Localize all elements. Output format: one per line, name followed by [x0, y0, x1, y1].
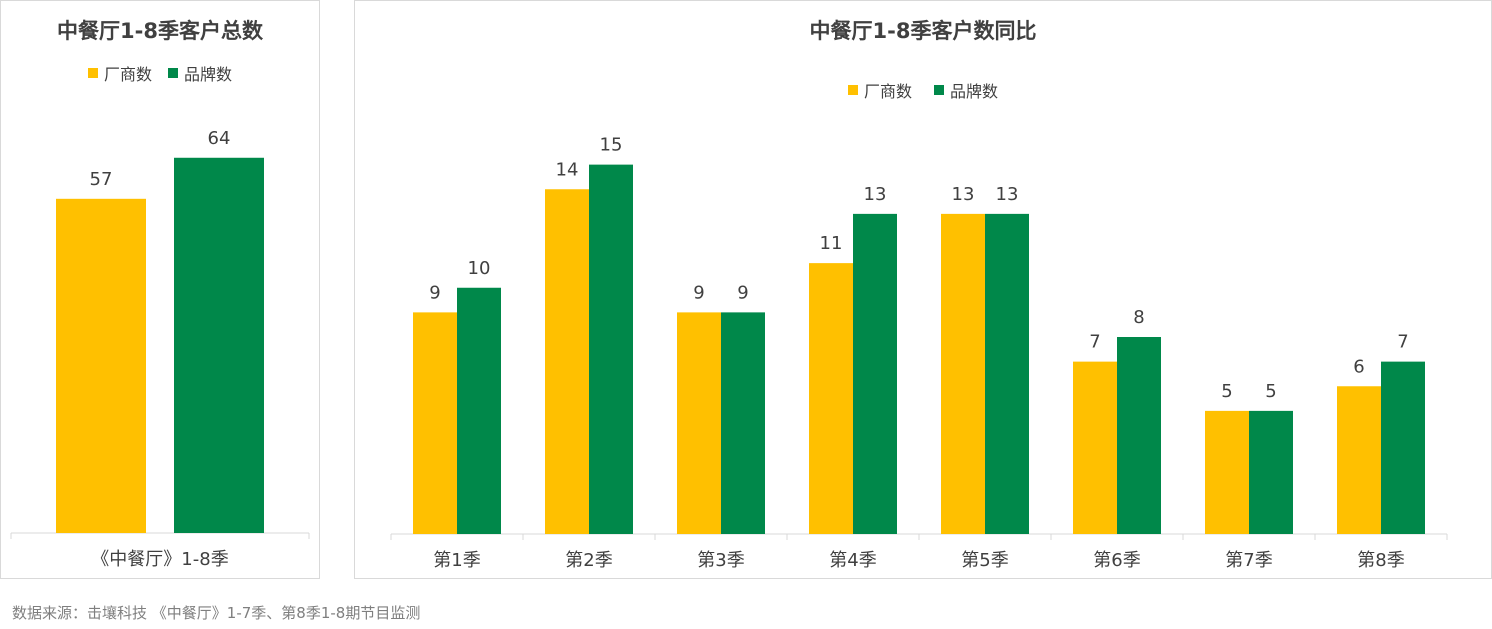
legend-swatch-manufacturers [847, 85, 858, 95]
bar-manufacturers [56, 198, 146, 533]
legend-swatch-brands [168, 68, 178, 78]
data-label-manufacturers: 9 [429, 282, 440, 303]
legend-item-brands: 品牌数 [934, 78, 998, 102]
legend-label-brands: 品牌数 [950, 82, 999, 101]
legend-label-brands: 品牌数 [184, 65, 233, 84]
legend-swatch-brands [934, 85, 944, 95]
x-tick-label: 第7季 [1225, 550, 1272, 571]
data-label-manufacturers: 6 [1353, 356, 1364, 377]
bar-brands [457, 287, 501, 534]
source-footnote: 数据来源：击壤科技 《中餐厅》1-7季、第8季1-8期节目监测 [12, 604, 421, 622]
x-tick-label: 《中餐厅》1-8季 [91, 549, 228, 570]
yoy-chart-panel: 中餐厅1-8季客户数同比 厂商数 品牌数 9 10 第1季 14 15 第2季 9 9 第3季 1… [354, 0, 1492, 579]
data-label-manufacturers: 7 [1089, 332, 1100, 353]
bar-brands [721, 312, 765, 534]
legend-swatch-manufacturers [87, 68, 98, 78]
data-label-brands: 9 [737, 282, 748, 303]
bar-brands [589, 164, 633, 534]
total-chart-plot: 57 64 《中餐厅》1-8季 [10, 128, 310, 570]
data-label-brands: 13 [996, 184, 1019, 205]
data-label-brands: 5 [1265, 381, 1276, 402]
data-label-brands: 13 [864, 184, 887, 205]
total-chart-title: 中餐厅1-8季客户总数 [57, 19, 263, 43]
x-tick-label: 第3季 [697, 550, 744, 571]
legend-label-manufacturers: 厂商数 [863, 82, 912, 101]
total-chart-panel: 中餐厅1-8季客户总数 厂商数 品牌数 57 64 《中餐厅》1-8季 [0, 0, 320, 579]
data-label-brands: 8 [1133, 307, 1144, 328]
data-label-brands: 64 [208, 128, 231, 149]
data-label-manufacturers: 11 [820, 233, 843, 254]
data-label-manufacturers: 14 [556, 159, 579, 180]
bar-brands [1117, 337, 1161, 534]
x-tick-label: 第5季 [961, 550, 1008, 571]
data-label-manufacturers: 13 [952, 184, 975, 205]
legend-label-manufacturers: 厂商数 [103, 65, 152, 84]
total-chart-legend: 厂商数 品牌数 [1, 61, 319, 85]
yoy-chart-plot: 9 10 第1季 14 15 第2季 9 9 第3季 11 13 第4季 13 13 第5季 7 8 第6季 5 5 第… [390, 135, 1448, 571]
x-tick-label: 第1季 [433, 550, 480, 571]
x-tick-label: 第6季 [1093, 550, 1140, 571]
bar-brands [174, 157, 264, 533]
bar-manufacturers [1337, 386, 1381, 534]
legend-item-manufacturers: 厂商数 [847, 78, 912, 102]
data-label-manufacturers: 5 [1221, 381, 1232, 402]
data-label-brands: 7 [1397, 332, 1408, 353]
bar-brands [985, 213, 1029, 534]
bar-brands [1249, 410, 1293, 534]
data-label-manufacturers: 9 [693, 282, 704, 303]
bar-manufacturers [545, 189, 589, 534]
yoy-chart-title: 中餐厅1-8季客户数同比 [809, 19, 1037, 43]
legend-item-brands: 品牌数 [168, 61, 232, 85]
bar-manufacturers [1073, 361, 1117, 534]
bar-manufacturers [941, 213, 985, 534]
bar-manufacturers [1205, 410, 1249, 534]
x-tick-label: 第2季 [565, 550, 612, 571]
data-label-manufacturers: 57 [90, 169, 113, 190]
bar-brands [853, 213, 897, 534]
yoy-chart-legend: 厂商数 品牌数 [355, 78, 1491, 102]
x-tick-label: 第4季 [829, 550, 876, 571]
bar-manufacturers [809, 263, 853, 534]
legend-item-manufacturers: 厂商数 [87, 61, 152, 85]
bar-manufacturers [413, 312, 457, 534]
bar-manufacturers [677, 312, 721, 534]
bar-brands [1381, 361, 1425, 534]
x-tick-label: 第8季 [1357, 550, 1404, 571]
data-label-brands: 15 [600, 135, 623, 156]
data-label-brands: 10 [468, 258, 491, 279]
